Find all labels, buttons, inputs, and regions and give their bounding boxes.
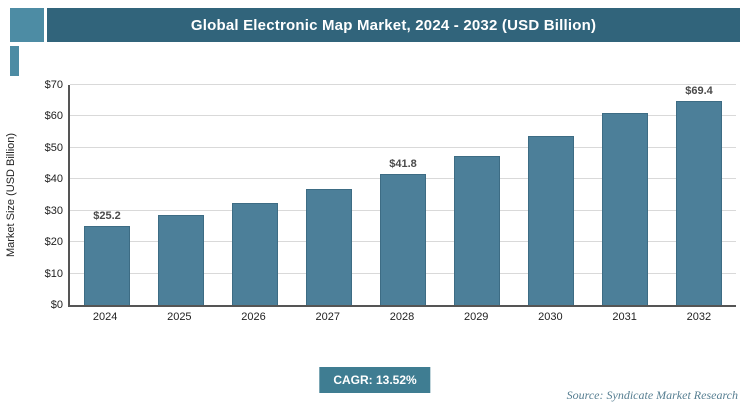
- x-tick-label: 2031: [612, 311, 637, 323]
- y-tick-label: $40: [44, 173, 63, 186]
- bar-2030: [528, 135, 574, 305]
- y-tick-label: $70: [44, 79, 63, 91]
- bar-slot: [514, 85, 588, 305]
- cagr-badge: CAGR: 13.52%: [319, 367, 431, 393]
- bar-2032: [676, 101, 722, 305]
- x-tick-label: 2028: [389, 311, 415, 323]
- accent-stripe: [10, 46, 19, 76]
- accent-square: [10, 8, 44, 42]
- bar-2024: [84, 225, 130, 305]
- bar-slot: $41.8: [366, 85, 440, 305]
- y-tick-label: $0: [50, 299, 63, 311]
- x-tick-label: 2032: [686, 311, 712, 323]
- bar-2029: [454, 155, 500, 305]
- y-axis-title: Market Size (USD Billion): [2, 85, 20, 305]
- bar-2027: [306, 189, 352, 305]
- gridline: [70, 84, 736, 85]
- bar-slot: [144, 85, 218, 305]
- gridline: [70, 146, 736, 148]
- source-note: Source: Syndicate Market Research: [566, 388, 738, 402]
- bar-value-label: $25.2: [93, 209, 121, 222]
- bar-2026: [232, 202, 278, 305]
- x-tick-label: 2030: [538, 311, 563, 323]
- x-tick-label: 2024: [92, 311, 118, 323]
- y-tick-label: $30: [44, 204, 63, 217]
- bar-slot: $69.4: [662, 85, 736, 305]
- x-axis-labels: 2024 2025 2026 2027 2028 2029 2030 2031 2032: [68, 311, 736, 323]
- bar-slot: [218, 85, 292, 305]
- y-tick-label: $10: [44, 267, 63, 280]
- chart-title: Global Electronic Map Market, 2024 - 203…: [190, 16, 597, 34]
- y-tick-label: $20: [44, 236, 63, 249]
- bar-slot: [440, 85, 514, 305]
- x-tick-label: 2027: [315, 311, 340, 323]
- bar-2028: [380, 173, 426, 305]
- bar-value-label: $69.4: [685, 85, 713, 97]
- x-tick-label: 2026: [241, 311, 266, 323]
- bar-slot: [292, 85, 366, 305]
- y-tick-label: $60: [44, 110, 63, 123]
- x-tick-label: 2029: [463, 311, 489, 323]
- title-banner: Global Electronic Map Market, 2024 - 203…: [47, 8, 740, 42]
- bar-value-label: $41.8: [389, 157, 417, 170]
- y-tick-label: $50: [44, 141, 63, 154]
- bar-2025: [158, 215, 204, 305]
- plot-area: $0 $10 $20 $30 $40 $50 $60 $70 $25.2 $41.8 $69.4: [45, 79, 736, 311]
- bar-series: $25.2 $41.8 $69.4: [70, 85, 736, 305]
- bar-slot: $25.2: [70, 85, 144, 305]
- gridline: [70, 115, 736, 117]
- y-axis-title-label: Market Size (USD Billion): [5, 132, 17, 258]
- bar-2031: [602, 112, 648, 305]
- x-tick-label: 2025: [167, 311, 192, 323]
- bar-slot: [588, 85, 662, 305]
